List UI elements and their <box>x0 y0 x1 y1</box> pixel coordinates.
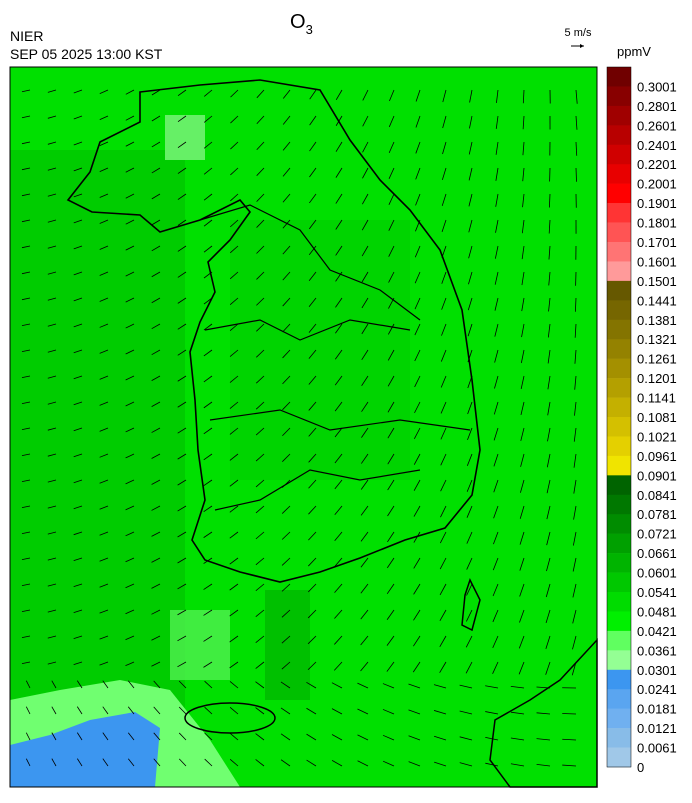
colorbar-bin <box>607 300 631 320</box>
colorbar-bin <box>607 320 631 340</box>
colorbar-label: 0.1601 <box>637 254 677 269</box>
colorbar-label: 0.2201 <box>637 157 677 172</box>
concentration-area <box>10 150 185 710</box>
colorbar-label: 0.3001 <box>637 79 677 94</box>
colorbar-bin <box>607 359 631 379</box>
colorbar-label: 0.0181 <box>637 702 677 717</box>
colorbar-label: 0.0061 <box>637 741 677 756</box>
colorbar-bin <box>607 709 631 729</box>
colorbar-bin <box>607 748 631 768</box>
concentration-area <box>165 115 205 160</box>
colorbar-label: 0.0481 <box>637 604 677 619</box>
colorbar-bin <box>607 534 631 554</box>
wind-scale-label: 5 m/s <box>565 27 592 39</box>
colorbar-bin <box>607 670 631 690</box>
colorbar-label: 0.1321 <box>637 332 677 347</box>
colorbar-bin <box>607 223 631 243</box>
colorbar-label: 0.1381 <box>637 313 677 328</box>
colorbar-label: 0.1501 <box>637 274 677 289</box>
colorbar-label: 0.0301 <box>637 663 677 678</box>
colorbar-label: 0.0541 <box>637 585 677 600</box>
legend-unit: ppmV <box>617 44 651 59</box>
colorbar-label: 0 <box>637 760 644 775</box>
colorbar-bin <box>607 164 631 184</box>
colorbar-bin <box>607 67 631 87</box>
colorbar-bin <box>607 86 631 106</box>
title-main: O <box>290 11 306 33</box>
colorbar-bin <box>607 456 631 476</box>
title: O3 <box>290 11 313 37</box>
colorbar-label: 0.0841 <box>637 488 677 503</box>
colorbar-label: 0.2801 <box>637 99 677 114</box>
colorbar-bin <box>607 417 631 437</box>
colorbar-bin <box>607 514 631 534</box>
colorbar-label: 0.1441 <box>637 293 677 308</box>
wind-arrow <box>576 168 577 182</box>
colorbar-label: 0.0241 <box>637 682 677 697</box>
colorbar-label: 0.1701 <box>637 235 677 250</box>
colorbar-bin <box>607 106 631 126</box>
wind-scale-arrowhead <box>580 44 584 48</box>
concentration-area <box>265 590 310 700</box>
colorbar-bin <box>607 436 631 456</box>
colorbar-bin <box>607 203 631 223</box>
colorbar-bin <box>607 611 631 631</box>
colorbar-bin <box>607 689 631 709</box>
colorbar-label: 0.1201 <box>637 371 677 386</box>
title-subscript: 3 <box>306 22 313 37</box>
colorbar-bin <box>607 184 631 204</box>
colorbar-label: 0.1261 <box>637 352 677 367</box>
datetime: SEP 05 2025 13:00 KST <box>10 46 163 62</box>
colorbar-bin <box>607 398 631 418</box>
colorbar-bin <box>607 495 631 515</box>
agency: NIER <box>10 28 43 44</box>
colorbar-bin <box>607 475 631 495</box>
colorbar-bin <box>607 553 631 573</box>
colorbar-bin <box>607 573 631 593</box>
colorbar-bin <box>607 145 631 165</box>
concentration-area <box>230 220 410 480</box>
map <box>10 67 597 787</box>
colorbar-bin <box>607 242 631 262</box>
colorbar-bin <box>607 281 631 301</box>
colorbar-bin <box>607 650 631 670</box>
colorbar-label: 0.0661 <box>637 546 677 561</box>
colorbar-bin <box>607 261 631 281</box>
colorbar-bin <box>607 125 631 145</box>
colorbar-label: 0.1901 <box>637 196 677 211</box>
colorbar-bin <box>607 339 631 359</box>
concentration-area <box>170 610 230 680</box>
colorbar-label: 0.0421 <box>637 624 677 639</box>
colorbar-label: 0.2401 <box>637 138 677 153</box>
colorbar-label: 0.0721 <box>637 527 677 542</box>
colorbar-label: 0.0901 <box>637 468 677 483</box>
colorbar-label: 0.0121 <box>637 721 677 736</box>
colorbar-bin <box>607 378 631 398</box>
colorbar-bin <box>607 631 631 651</box>
colorbar-label: 0.0961 <box>637 449 677 464</box>
colorbar-label: 0.1141 <box>637 391 676 406</box>
colorbar-label: 0.2001 <box>637 177 677 192</box>
colorbar-label: 0.0361 <box>637 643 677 658</box>
wind-arrow <box>562 713 576 714</box>
colorbar-label: 0.1021 <box>637 429 677 444</box>
colorbar: 0.3001 0.2801 0.2601 0.2401 0.2201 0.2001 0.19… <box>607 67 677 775</box>
colorbar-bin <box>607 592 631 612</box>
colorbar-label: 0.1081 <box>637 410 677 425</box>
colorbar-label: 0.0781 <box>637 507 677 522</box>
colorbar-bin <box>607 728 631 748</box>
colorbar-label: 0.2601 <box>637 118 677 133</box>
colorbar-label: 0.1801 <box>637 216 677 231</box>
colorbar-label: 0.0601 <box>637 566 677 581</box>
